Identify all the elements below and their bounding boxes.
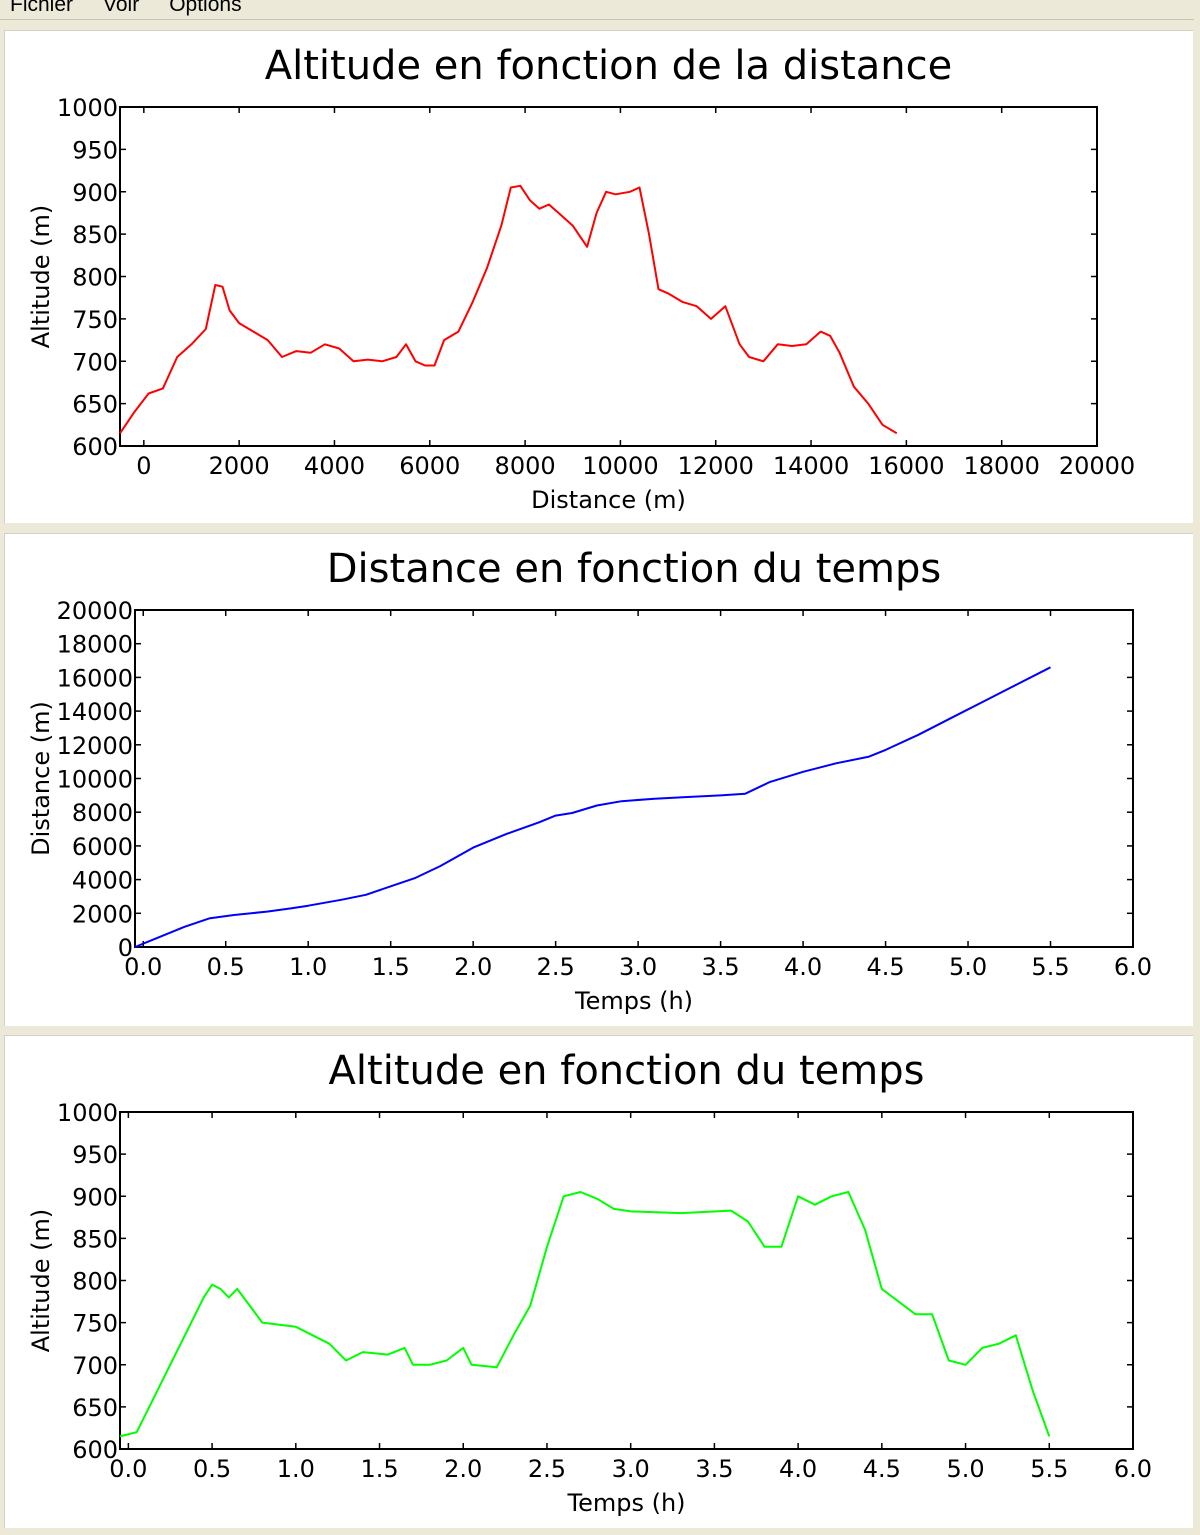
x-tick-label: 3.0 [612, 1455, 650, 1483]
chart-title: Distance en fonction du temps [327, 546, 941, 592]
y-tick-label: 18000 [57, 631, 133, 659]
x-tick-label: 5.0 [946, 1455, 984, 1483]
x-axis-label: Temps (h) [566, 1489, 685, 1517]
y-tick-label: 900 [72, 179, 118, 207]
y-tick-label: 700 [72, 1352, 118, 1380]
y-tick-label: 20000 [57, 597, 133, 625]
y-tick-label: 750 [72, 306, 118, 334]
chart-panel-distance-time: Distance en fonction du temps 0.0 0.5 1.0 1.… [4, 533, 1193, 1026]
x-tick-label: 20000 [1059, 452, 1135, 480]
series-line [134, 666, 1051, 948]
x-tick-label: 2.0 [454, 953, 492, 981]
x-tick-label: 16000 [868, 452, 944, 480]
x-tick-label: 4000 [304, 452, 365, 480]
y-tick-label: 1000 [57, 94, 118, 122]
x-tick-label: 5.5 [1030, 1455, 1068, 1483]
series-line [119, 184, 898, 435]
x-tick-label: 4.5 [863, 1455, 901, 1483]
x-tick-label: 4.5 [866, 953, 904, 981]
x-tick-label: 0.0 [124, 953, 162, 981]
plot-frame [119, 106, 1098, 447]
y-tick-label: 8000 [72, 799, 133, 827]
y-tick-label: 0 [118, 934, 133, 962]
x-tick-label: 8000 [495, 452, 556, 480]
y-tick-label: 850 [72, 1225, 118, 1253]
chart-panel-altitude-time: Altitude en fonction du temps 0.0 0.5 1.0 1.… [4, 1035, 1193, 1528]
y-tick-label: 16000 [57, 664, 133, 692]
y-axis-label: Altitude (m) [27, 205, 55, 349]
y-tick-label: 10000 [57, 766, 133, 794]
x-tick-label: 2000 [209, 452, 270, 480]
y-tick-label: 750 [72, 1310, 118, 1338]
plot-frame [134, 609, 1134, 948]
x-tick-label: 6.0 [1114, 1455, 1152, 1483]
y-tick-label: 600 [72, 433, 118, 461]
menu-bar: Fichier Voir Options [0, 0, 1200, 20]
y-axis-label: Distance (m) [27, 701, 55, 856]
x-tick-label: 1.0 [289, 953, 327, 981]
x-tick-label: 3.5 [695, 1455, 733, 1483]
chart-altitude-time: Altitude en fonction du temps 0.0 0.5 1.0 1.… [27, 1048, 1152, 1517]
x-tick-label: 1.5 [372, 953, 410, 981]
x-tick-label: 0 [136, 452, 151, 480]
y-tick-label: 650 [72, 391, 118, 419]
y-tick-label: 850 [72, 221, 118, 249]
y-tick-label: 950 [72, 1141, 118, 1169]
x-tick-label: 4.0 [779, 1455, 817, 1483]
chart-distance-time: Distance en fonction du temps 0.0 0.5 1.0 1.… [27, 546, 1152, 1015]
x-tick-label: 18000 [964, 452, 1040, 480]
x-tick-label: 12000 [678, 452, 754, 480]
x-tick-label: 3.5 [702, 953, 740, 981]
x-tick-label: 3.0 [619, 953, 657, 981]
y-tick-label: 600 [72, 1436, 118, 1464]
menu-fichier[interactable]: Fichier [10, 0, 74, 16]
chart-altitude-distance: Altitude en fonction de la distance 0 2000… [27, 43, 1135, 514]
x-tick-label: 0.0 [109, 1455, 147, 1483]
plot-frame [119, 1111, 1134, 1450]
x-tick-label: 14000 [773, 452, 849, 480]
x-tick-label: 6.0 [1114, 953, 1152, 981]
y-tick-label: 800 [72, 264, 118, 292]
y-tick-label: 14000 [57, 698, 133, 726]
x-tick-label: 2.0 [444, 1455, 482, 1483]
series-line [119, 1191, 1051, 1438]
chart-title: Altitude en fonction de la distance [265, 43, 952, 89]
x-axis-label: Distance (m) [531, 486, 686, 514]
y-tick-label: 12000 [57, 732, 133, 760]
chart-panel-altitude-distance: Altitude en fonction de la distance 0 2000… [4, 30, 1193, 523]
x-tick-label: 5.0 [949, 953, 987, 981]
menu-options[interactable]: Options [169, 0, 242, 16]
y-tick-label: 6000 [72, 833, 133, 861]
x-tick-label: 6000 [399, 452, 460, 480]
menu-voir[interactable]: Voir [103, 0, 140, 16]
x-tick-label: 10000 [582, 452, 658, 480]
y-axis-label: Altitude (m) [27, 1209, 55, 1353]
y-tick-label: 1000 [57, 1099, 118, 1127]
x-tick-label: 5.5 [1031, 953, 1069, 981]
window-edge [1194, 0, 1200, 1535]
chart-title: Altitude en fonction du temps [329, 1048, 925, 1094]
x-axis-label: Temps (h) [574, 987, 693, 1015]
y-tick-label: 2000 [72, 900, 133, 928]
y-tick-label: 700 [72, 348, 118, 376]
x-tick-label: 2.5 [537, 953, 575, 981]
y-tick-label: 900 [72, 1183, 118, 1211]
x-tick-label: 0.5 [207, 953, 245, 981]
y-tick-label: 800 [72, 1268, 118, 1296]
x-tick-label: 1.0 [277, 1455, 315, 1483]
y-tick-label: 4000 [72, 867, 133, 895]
x-tick-label: 1.5 [360, 1455, 398, 1483]
y-tick-label: 950 [72, 136, 118, 164]
x-tick-label: 0.5 [193, 1455, 231, 1483]
x-tick-label: 4.0 [784, 953, 822, 981]
y-tick-label: 650 [72, 1394, 118, 1422]
x-tick-label: 2.5 [528, 1455, 566, 1483]
